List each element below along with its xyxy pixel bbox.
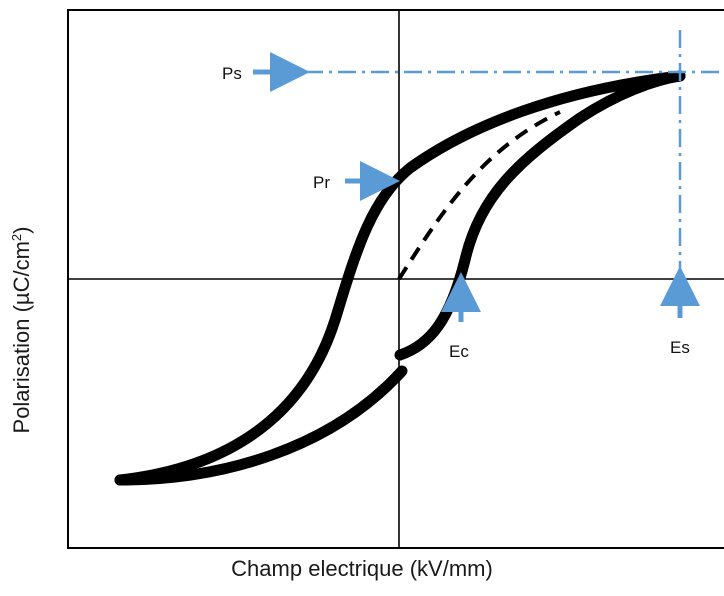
y-axis-title-main: Polarisation (µC/cm <box>9 241 35 434</box>
lower-branch-curve-upper <box>394 70 686 361</box>
lower-branch-curve <box>114 365 408 486</box>
initial-curve-dashed <box>397 110 561 281</box>
x-axis-title: Champ electrique (kV/mm) <box>231 556 493 581</box>
ps-label: Ps <box>222 64 242 83</box>
es-label: Es <box>670 338 690 357</box>
y-axis-title-end: ) <box>9 226 35 234</box>
y-axis-title-superscript: 2 <box>8 233 24 242</box>
y-axis-title: Polarisation (µC/cm2) <box>9 227 35 434</box>
pr-label: Pr <box>313 173 330 192</box>
upper-branch-curve <box>114 70 686 486</box>
ec-label: Ec <box>449 342 469 361</box>
